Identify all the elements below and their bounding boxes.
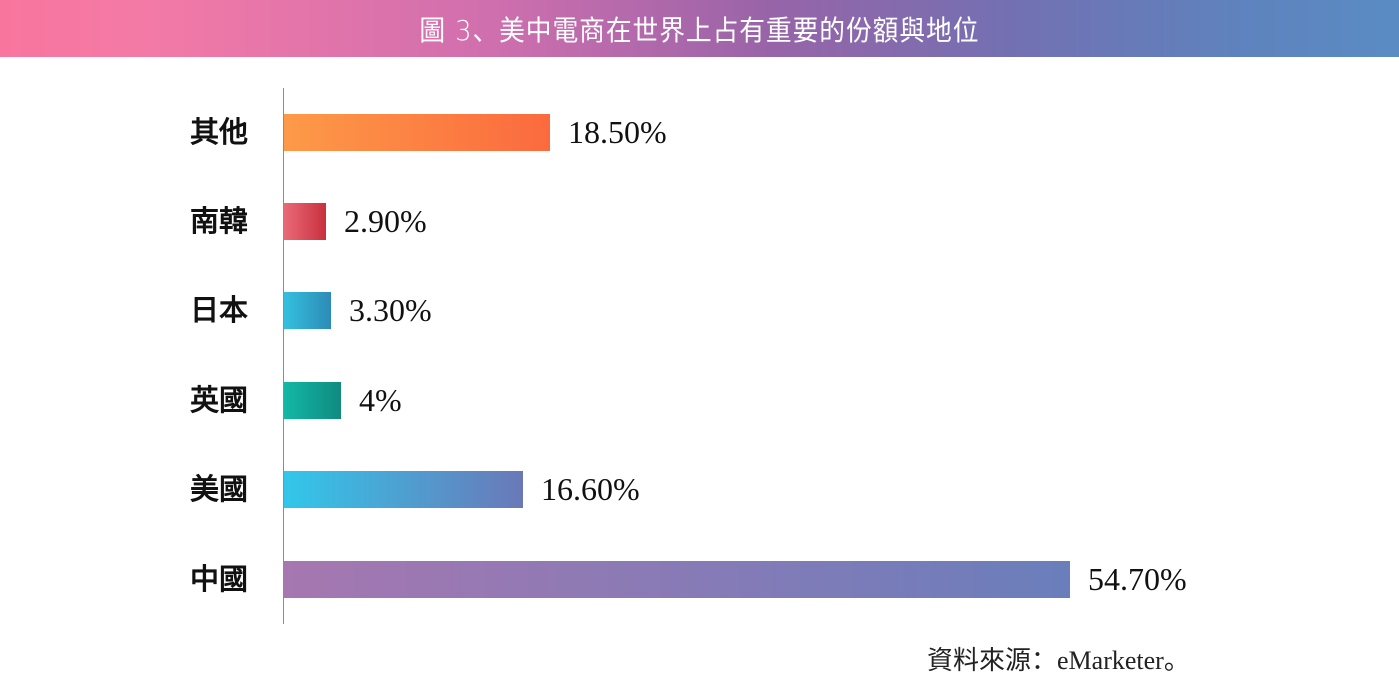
category-label: 美國 [190,472,249,506]
bar-uk [284,382,341,419]
source-note: 資料來源：eMarketer。 [927,646,1190,675]
category-label: 其他 [190,115,249,149]
bar-south-korea [284,203,326,240]
bar-china [284,561,1070,598]
y-axis-line [283,88,284,624]
value-label: 18.50% [568,114,667,150]
bar-usa [284,471,523,508]
category-label: 南韓 [190,204,249,238]
category-label: 中國 [190,562,249,596]
value-label: 2.90% [344,203,427,239]
chart-title-banner: 圖 3、美中電商在世界上占有重要的份額與地位 [0,0,1399,57]
value-label: 3.30% [349,292,432,328]
category-label: 英國 [190,383,249,417]
value-label: 4% [359,382,402,418]
chart-title: 圖 3、美中電商在世界上占有重要的份額與地位 [419,13,980,47]
value-label: 54.70% [1088,561,1187,597]
bar-japan [284,292,331,329]
value-label: 16.60% [541,471,640,507]
bar-other [284,114,550,151]
category-label: 日本 [190,293,249,327]
